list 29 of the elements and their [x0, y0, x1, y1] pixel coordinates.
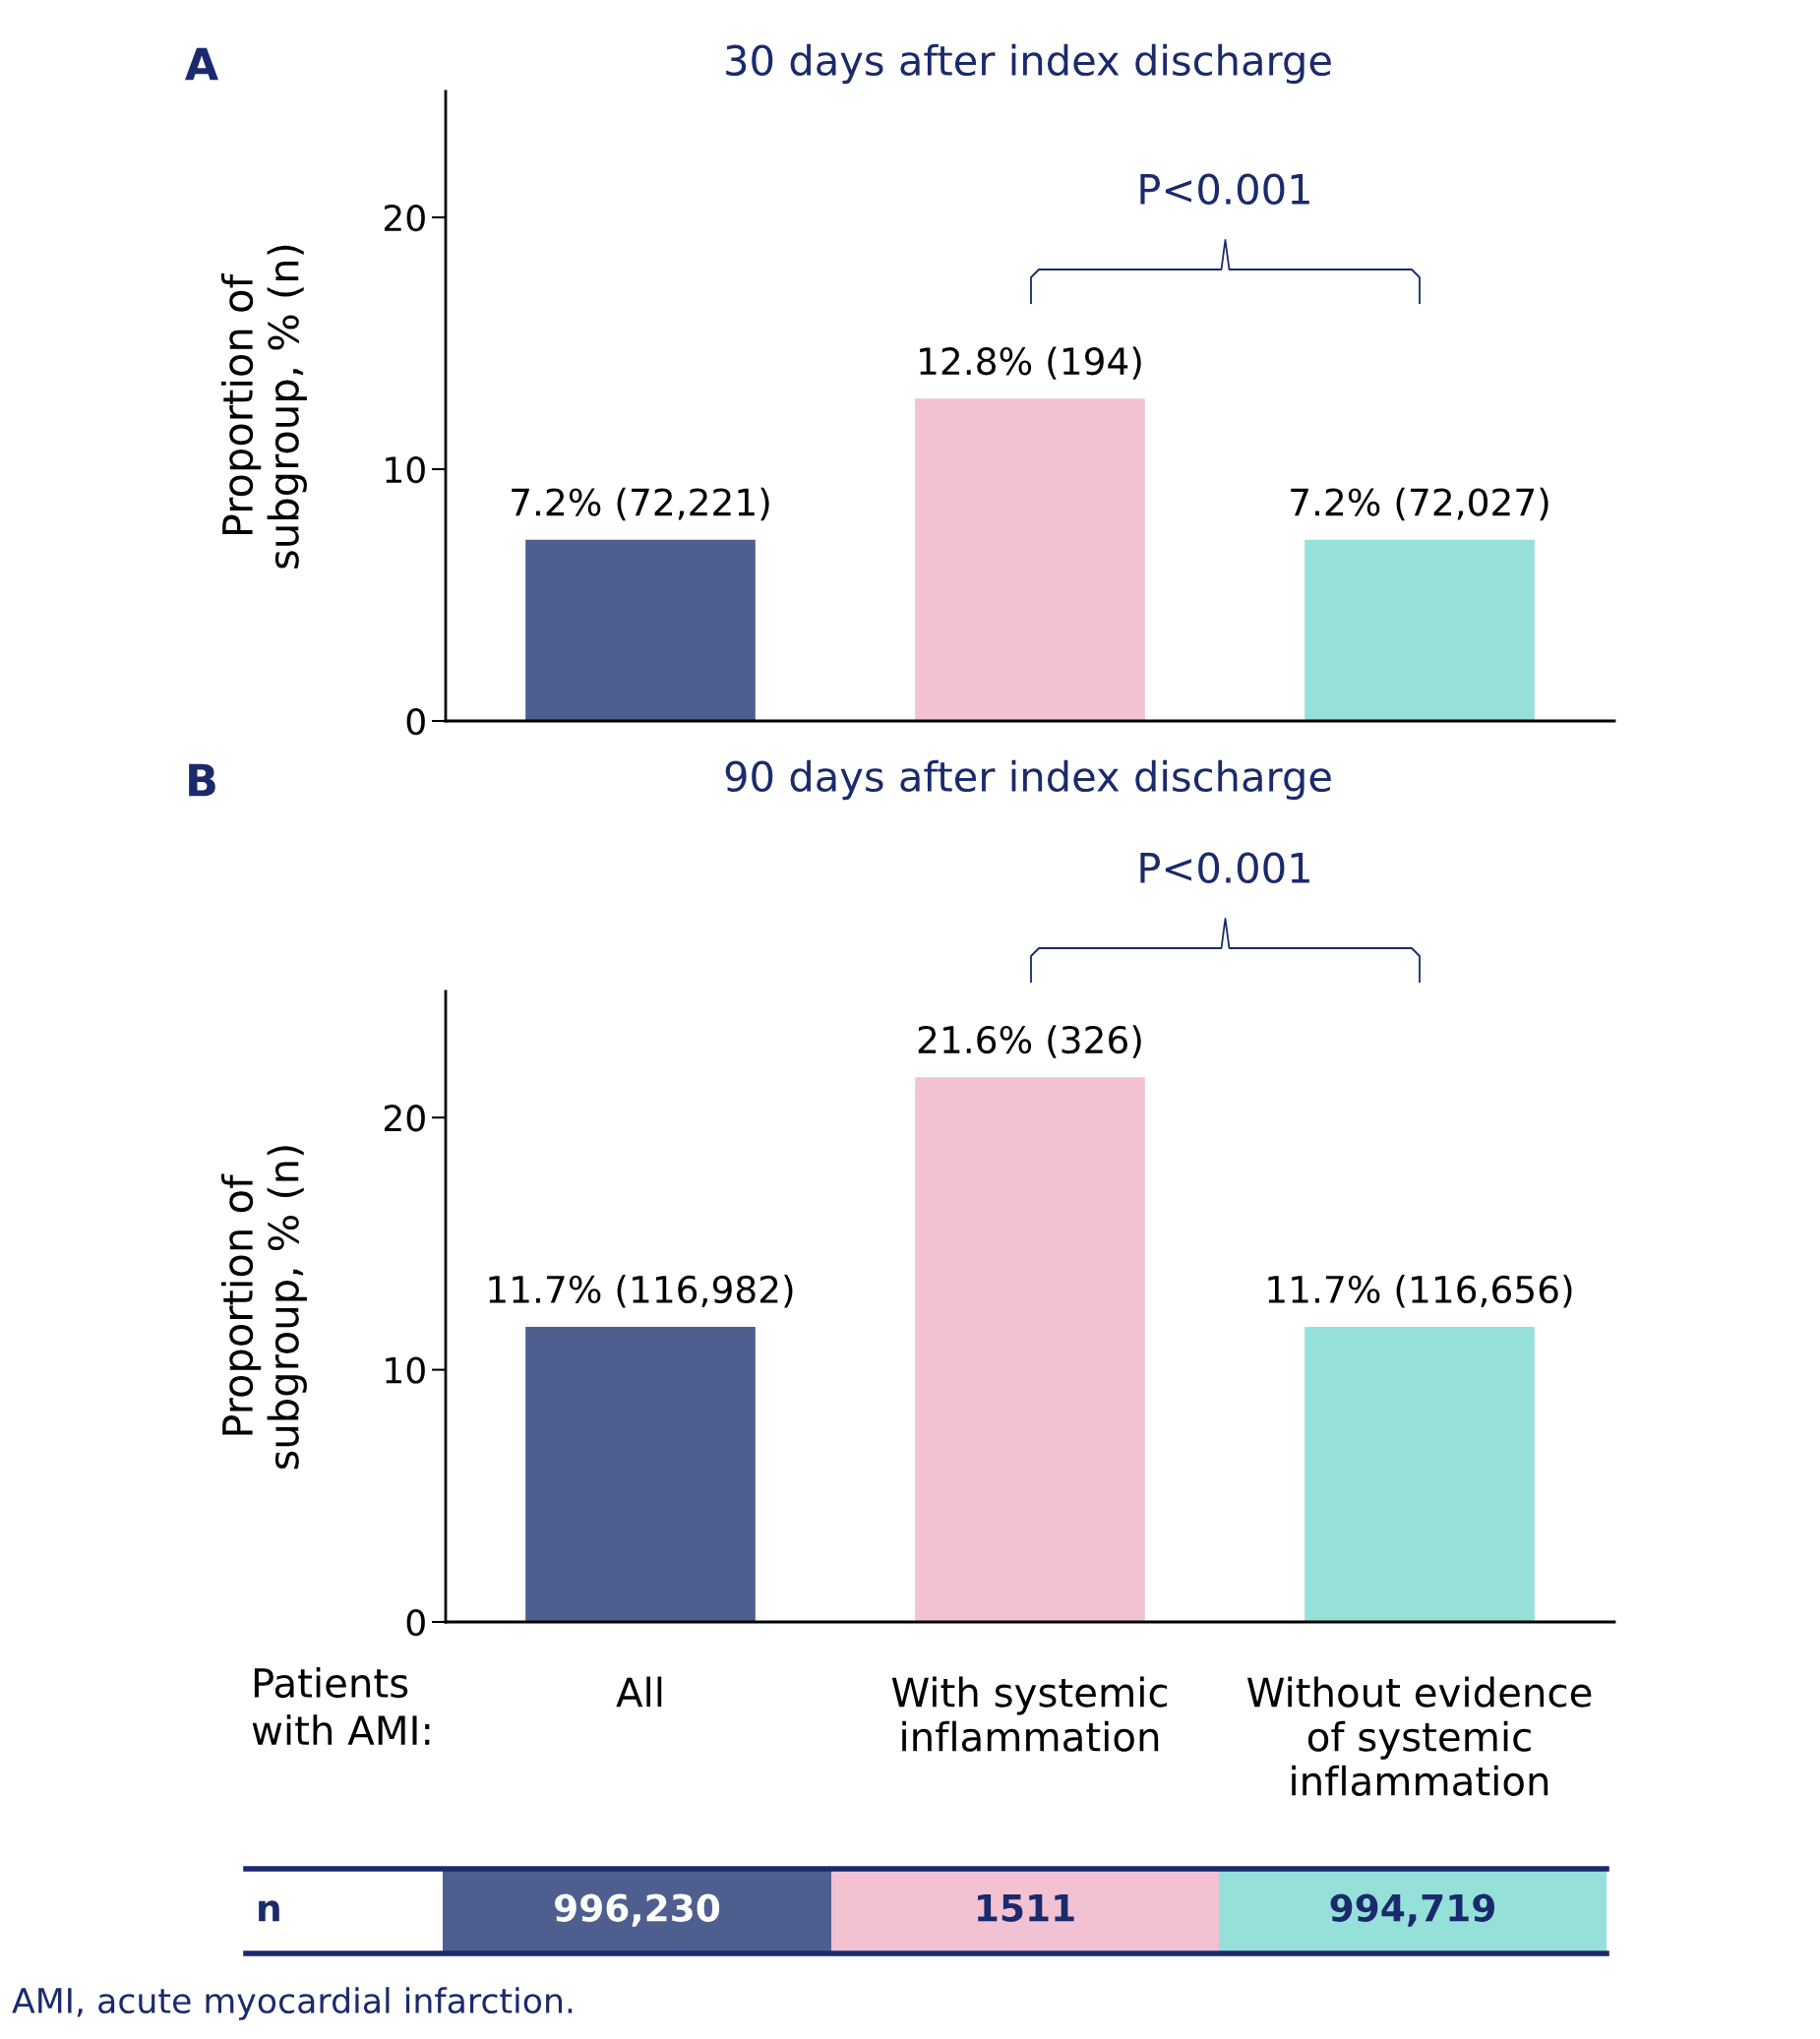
x-tick-label: With systemic inflammation [891, 1676, 1168, 1752]
text: 1511 [978, 1894, 1074, 1922]
chart-title: 90 days after index discharge [725, 759, 1331, 801]
text: Patients with AMI: [252, 1667, 430, 1745]
chart-title: 30 days after index discharge [726, 43, 1331, 85]
data-label: 7.2% (72,221) [512, 487, 769, 521]
y-tick-label: 0 [406, 1608, 425, 1637]
y-axis-title: Proportion of subgroup, % (n) [220, 1146, 307, 1469]
data-label: 7.2% (72,027) [1291, 487, 1548, 521]
data-label: 11.7% (116,982) [489, 1275, 793, 1308]
text: n [259, 1900, 279, 1922]
data-label: 12.8% (194) [920, 346, 1141, 380]
x-tick-label: All [616, 1676, 662, 1708]
x-tick-label: Without evidence of systemic inflammation [1246, 1676, 1592, 1796]
text: A [185, 47, 218, 81]
y-tick-label: 20 [384, 204, 425, 232]
text: P<0.001 [1140, 852, 1309, 884]
data-label: 21.6% (326) [918, 1025, 1141, 1058]
text: 996,230 [555, 1893, 720, 1927]
y-axis-title: Proportion of subgroup, % (n) [220, 245, 307, 569]
y-tick-label: 10 [386, 1356, 425, 1384]
y-tick-label: 20 [384, 1105, 425, 1132]
data-label: 11.7% (116,656) [1268, 1275, 1572, 1308]
text: 994,719 [1330, 1893, 1495, 1927]
y-tick-label: 10 [386, 455, 425, 484]
annotation: P<0.001 [1140, 173, 1309, 206]
text: B [189, 763, 215, 797]
text: AMI, acute myocardial infarction. [12, 1987, 573, 2020]
y-tick-label: 0 [406, 707, 425, 736]
